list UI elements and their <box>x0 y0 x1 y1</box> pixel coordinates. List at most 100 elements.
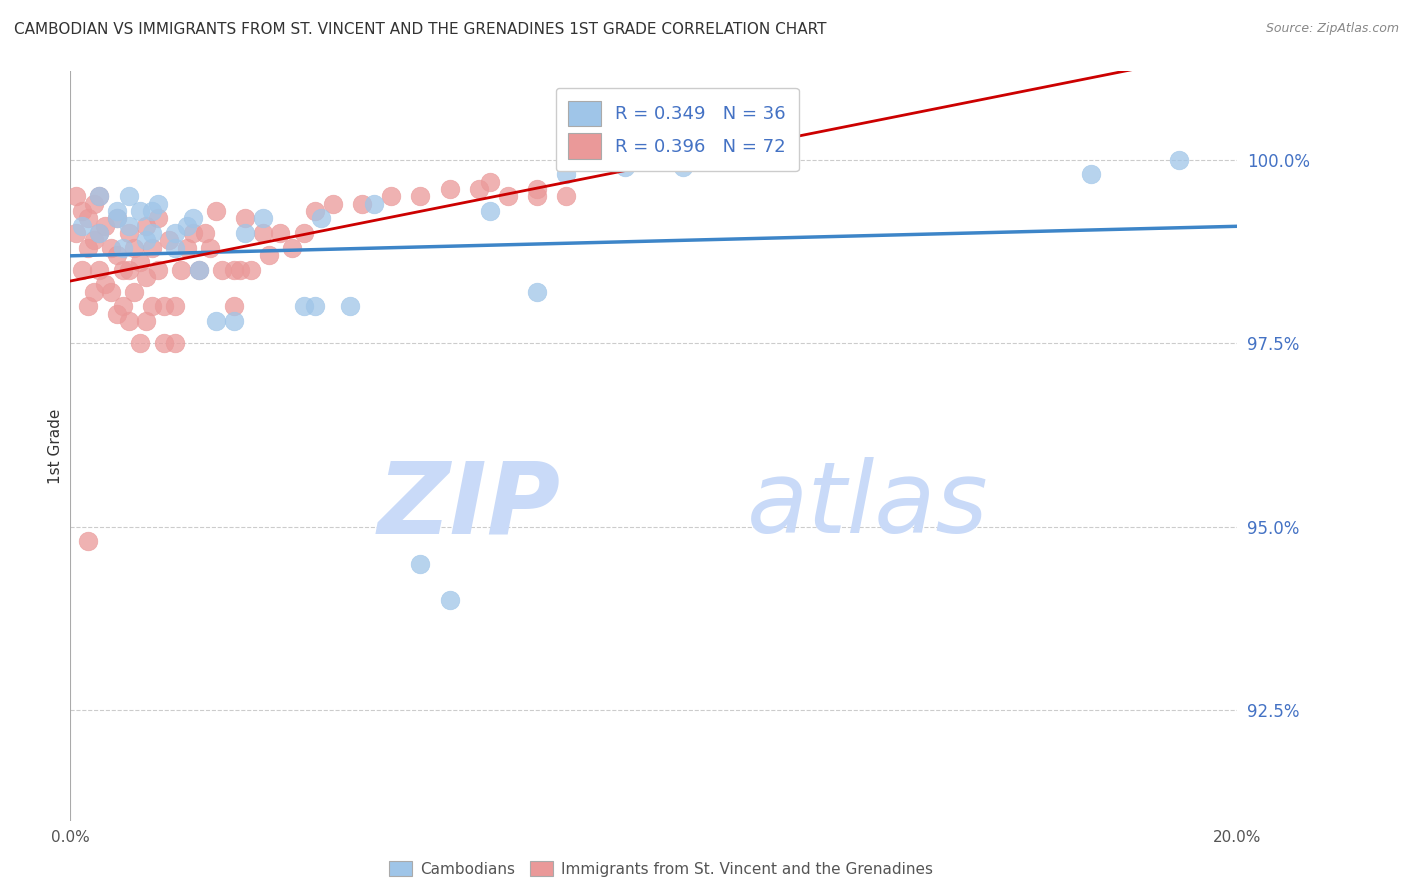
Point <box>89 226 111 240</box>
Point <box>439 593 461 607</box>
Point <box>170 262 193 277</box>
Point <box>252 211 274 226</box>
Point <box>141 300 163 314</box>
Point <box>496 189 519 203</box>
Point <box>257 248 280 262</box>
Point <box>222 262 245 277</box>
Point <box>176 219 198 233</box>
Point <box>118 314 141 328</box>
Point <box>124 285 146 299</box>
Point <box>439 182 461 196</box>
Point <box>135 233 157 247</box>
Point <box>526 285 548 299</box>
Point <box>181 211 204 226</box>
Point <box>94 277 117 292</box>
Point <box>187 262 209 277</box>
Point <box>555 189 578 203</box>
Point <box>141 203 163 218</box>
Legend: R = 0.349   N = 36, R = 0.396   N = 72: R = 0.349 N = 36, R = 0.396 N = 72 <box>555 88 799 171</box>
Point <box>152 336 174 351</box>
Point <box>222 314 245 328</box>
Point <box>233 211 256 226</box>
Point <box>118 226 141 240</box>
Point <box>135 219 157 233</box>
Point <box>129 336 152 351</box>
Point <box>65 226 87 240</box>
Point <box>526 182 548 196</box>
Point <box>105 211 128 226</box>
Text: atlas: atlas <box>747 458 988 555</box>
Point <box>135 270 157 285</box>
Point <box>105 248 128 262</box>
Point <box>322 196 344 211</box>
Point <box>409 189 432 203</box>
Point <box>146 196 169 211</box>
Point <box>111 262 134 277</box>
Point <box>129 203 152 218</box>
Point <box>89 189 111 203</box>
Point <box>129 255 152 269</box>
Point <box>380 189 402 203</box>
Point <box>309 211 332 226</box>
Point <box>141 226 163 240</box>
Point <box>304 203 326 218</box>
Point <box>228 262 250 277</box>
Point <box>187 262 209 277</box>
Point <box>176 241 198 255</box>
Point <box>269 226 291 240</box>
Point <box>100 285 122 299</box>
Point <box>555 167 578 181</box>
Legend: Cambodians, Immigrants from St. Vincent and the Grenadines: Cambodians, Immigrants from St. Vincent … <box>381 853 941 884</box>
Point <box>89 226 111 240</box>
Point <box>181 226 204 240</box>
Point <box>89 189 111 203</box>
Point <box>352 196 374 211</box>
Point <box>105 307 128 321</box>
Point <box>76 211 98 226</box>
Point <box>105 203 128 218</box>
Point <box>281 241 304 255</box>
Point <box>70 219 93 233</box>
Point <box>409 557 432 571</box>
Point <box>135 314 157 328</box>
Point <box>468 182 491 196</box>
Point <box>193 226 215 240</box>
Point <box>76 300 98 314</box>
Point <box>111 241 134 255</box>
Point <box>83 233 105 247</box>
Point <box>363 196 385 211</box>
Point <box>111 300 134 314</box>
Point <box>118 189 141 203</box>
Point <box>65 189 87 203</box>
Point <box>205 314 228 328</box>
Point <box>240 262 263 277</box>
Point <box>146 211 169 226</box>
Point <box>233 226 256 240</box>
Point <box>526 189 548 203</box>
Point <box>76 241 98 255</box>
Point <box>83 285 105 299</box>
Point <box>165 226 187 240</box>
Point <box>1080 167 1102 181</box>
Text: Source: ZipAtlas.com: Source: ZipAtlas.com <box>1265 22 1399 36</box>
Point <box>1167 153 1189 167</box>
Point <box>339 300 361 314</box>
Point <box>152 300 174 314</box>
Point <box>70 262 93 277</box>
Point <box>70 203 93 218</box>
Point <box>76 534 98 549</box>
Point <box>672 160 695 174</box>
Point <box>159 233 181 247</box>
Point <box>211 262 233 277</box>
Point <box>89 262 111 277</box>
Point <box>165 336 187 351</box>
Text: CAMBODIAN VS IMMIGRANTS FROM ST. VINCENT AND THE GRENADINES 1ST GRADE CORRELATIO: CAMBODIAN VS IMMIGRANTS FROM ST. VINCENT… <box>14 22 827 37</box>
Point <box>292 226 315 240</box>
Point <box>100 241 122 255</box>
Point <box>205 203 228 218</box>
Point <box>479 203 502 218</box>
Point <box>252 226 274 240</box>
Point <box>118 262 141 277</box>
Point <box>124 241 146 255</box>
Point <box>141 241 163 255</box>
